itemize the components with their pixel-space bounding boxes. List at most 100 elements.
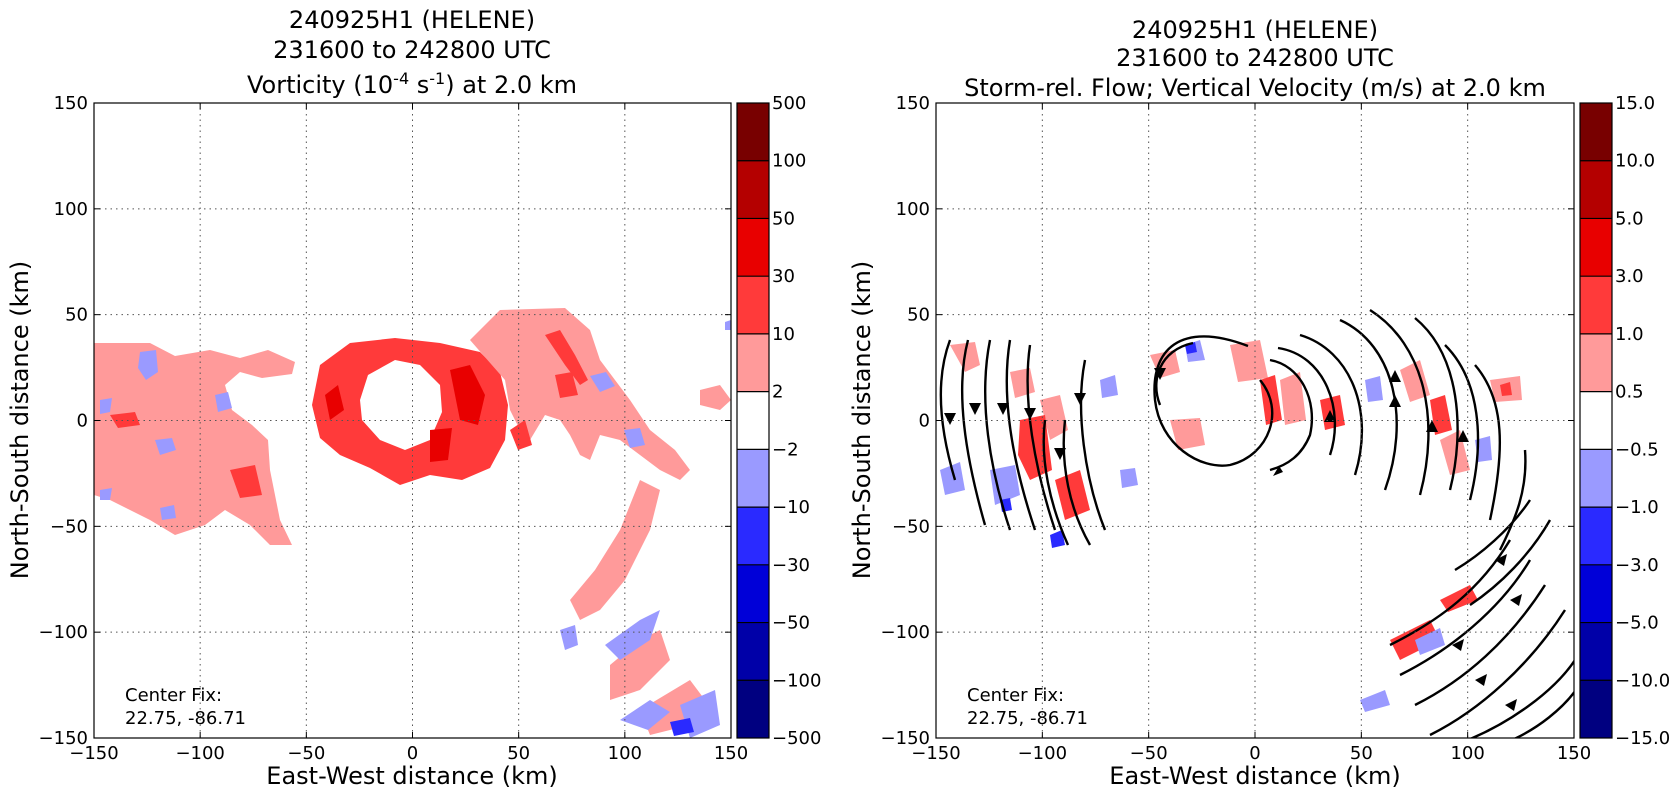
colorbar-label: −50 <box>772 613 810 634</box>
colorbar-swatch <box>1580 622 1612 681</box>
colorbar-label: −100 <box>772 670 821 691</box>
colorbar-swatch <box>1580 333 1612 392</box>
streamline <box>939 339 957 481</box>
streamline <box>1026 344 1057 531</box>
streamline <box>984 339 1012 531</box>
x-tick-label: −150 <box>911 743 960 764</box>
streamline-arrow <box>1154 368 1166 380</box>
x-tick-label: 150 <box>1557 743 1591 764</box>
right-colorbar: −15.0 −10.0 −5.0 −3.0 −1.0 −0.5 0.5 1.0 3.0 5.0 10… <box>1579 93 1670 749</box>
x-tick-label: −100 <box>1018 743 1067 764</box>
streamline <box>1062 419 1092 546</box>
left-colorbar: −500 −100 −50 −30 −10 −2 2 10 30 50 100 500 <box>736 93 821 749</box>
streamline <box>1469 519 1552 606</box>
streamline <box>1474 364 1501 521</box>
x-tick-label: −50 <box>1130 743 1168 764</box>
colorbar-swatch <box>1580 391 1612 450</box>
streamline-arrow <box>944 413 956 425</box>
left-y-axis-label: North-South distance (km) <box>6 261 34 580</box>
y-tick-label: −50 <box>50 516 88 537</box>
colorbar-swatch <box>737 160 769 219</box>
y-tick-label: 0 <box>919 411 930 432</box>
colorbar-label: −5.0 <box>1615 613 1659 634</box>
colorbar-swatch <box>737 391 769 450</box>
streamline-arrow <box>1324 410 1336 422</box>
colorbar-label: 500 <box>772 93 806 114</box>
colorbar-label: 5.0 <box>1615 208 1644 229</box>
y-tick-label: 100 <box>896 199 930 220</box>
left-southeast-bands <box>570 385 731 735</box>
left-northeast-red <box>510 330 588 450</box>
left-eyewall-dark <box>325 365 485 462</box>
right-panel: 240925H1 (HELENE) 231600 to 242800 UTC S… <box>848 16 1670 790</box>
left-panel: 240925H1 (HELENE) 231600 to 242800 UTC V… <box>6 6 821 790</box>
colorbar-swatch <box>1580 449 1612 508</box>
colorbar-label: 2 <box>772 382 783 403</box>
right-center-fix-coords: 22.75, -86.71 <box>967 708 1088 729</box>
colorbar-label: −0.5 <box>1615 439 1659 460</box>
colorbar-swatch <box>1580 218 1612 277</box>
right-x-axis-label: East-West distance (km) <box>1109 762 1400 790</box>
colorbar-label: 30 <box>772 266 795 287</box>
colorbar-label: 3.0 <box>1615 266 1644 287</box>
colorbar-swatch <box>737 680 769 738</box>
streamline <box>1155 341 1194 406</box>
x-tick-label: −150 <box>69 743 118 764</box>
x-tick-label: 100 <box>608 743 642 764</box>
colorbar-swatch <box>737 449 769 508</box>
streamline <box>1369 308 1430 496</box>
x-tick-label: 150 <box>714 743 748 764</box>
streamline <box>1277 346 1337 456</box>
right-title-line2: 231600 to 242800 UTC <box>1116 44 1394 72</box>
right-x-ticks: −150 −100 −50 0 50 100 150 <box>911 103 1591 764</box>
colorbar-frame <box>736 102 770 739</box>
streamline <box>1513 690 1574 738</box>
streamline <box>1414 317 1459 491</box>
x-tick-label: 100 <box>1450 743 1484 764</box>
streamline-arrow <box>1054 448 1066 460</box>
streamline <box>1414 584 1547 707</box>
colorbar-label: 15.0 <box>1615 93 1655 114</box>
streamline-arrow <box>1024 408 1036 420</box>
colorbar-label: 1.0 <box>1615 324 1644 345</box>
streamline-arrow <box>1495 554 1507 566</box>
left-west-band-inner <box>110 412 262 498</box>
colorbar-swatch <box>1580 564 1612 623</box>
streamline-arrow <box>969 403 981 415</box>
colorbar-swatch <box>737 103 769 161</box>
x-tick-label: 50 <box>507 743 530 764</box>
left-plot-field <box>94 308 731 738</box>
streamline-arrow <box>1273 466 1283 476</box>
right-streamline-arrows <box>944 368 1522 711</box>
y-tick-label: 100 <box>54 199 88 220</box>
colorbar-label: 10.0 <box>1615 151 1655 172</box>
left-southeast-darkblue <box>670 718 694 736</box>
y-tick-label: −50 <box>892 516 930 537</box>
streamline <box>1269 358 1314 472</box>
streamline-arrow <box>1074 393 1086 405</box>
colorbar-label: −1.0 <box>1615 497 1659 518</box>
left-title-line1: 240925H1 (HELENE) <box>289 6 535 34</box>
left-center-fix-label: Center Fix: <box>125 685 222 706</box>
colorbar-swatch <box>1580 680 1612 738</box>
colorbar-label: 50 <box>772 208 795 229</box>
left-gridlines <box>94 103 731 738</box>
right-title-line3: Storm-rel. Flow; Vertical Velocity (m/s)… <box>964 74 1546 102</box>
left-southeast-blue <box>560 610 720 738</box>
streamline <box>1399 559 1532 677</box>
streamline <box>1498 449 1527 551</box>
y-tick-label: 50 <box>65 305 88 326</box>
right-center-fix-label: Center Fix: <box>967 685 1064 706</box>
right-streamlines <box>939 308 1574 738</box>
streamline <box>1005 339 1037 531</box>
colorbar-label: −500 <box>772 728 821 749</box>
streamline <box>1299 333 1364 476</box>
left-west-band <box>94 343 295 545</box>
y-tick-label: 150 <box>896 93 930 114</box>
x-tick-label: −100 <box>175 743 224 764</box>
left-x-axis-label: East-West distance (km) <box>266 762 557 790</box>
streamline <box>1429 609 1567 737</box>
streamline <box>1444 344 1480 501</box>
left-y-ticks: −150 −100 −50 0 50 100 150 <box>39 93 731 749</box>
colorbar-label: −3.0 <box>1615 555 1659 576</box>
